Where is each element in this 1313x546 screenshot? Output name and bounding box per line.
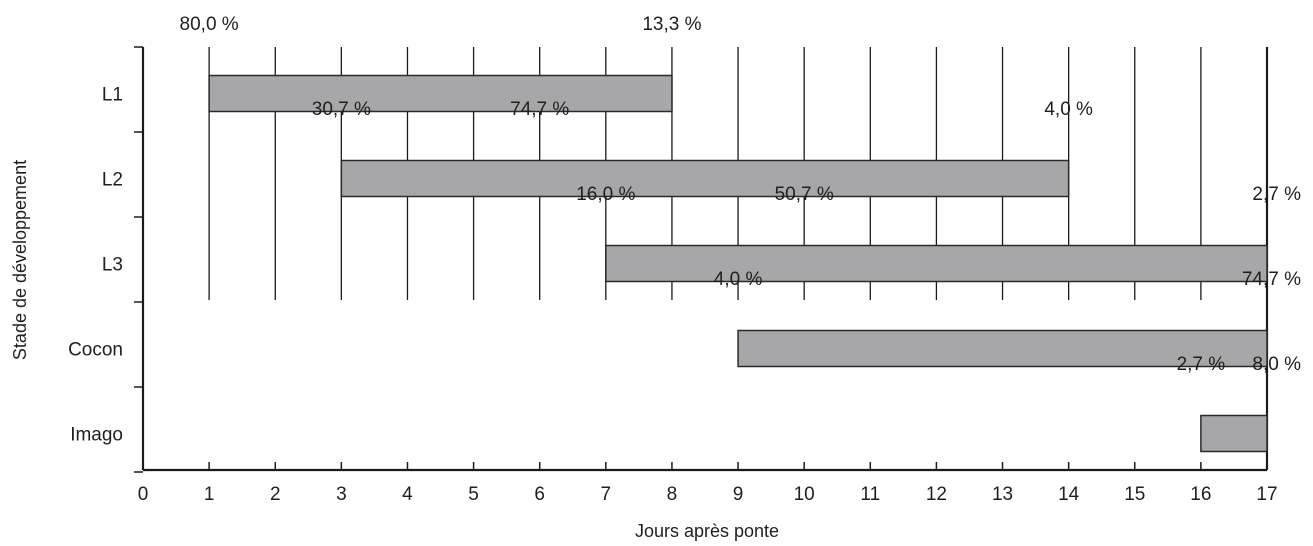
x-tick-label-0: 0 bbox=[138, 484, 149, 505]
annotation-cocon-8: 4,0 % bbox=[714, 269, 763, 290]
x-tick-label-8: 8 bbox=[667, 484, 678, 505]
annotation-l1-0: 80,0 % bbox=[180, 14, 239, 35]
x-tick-label-11: 11 bbox=[860, 484, 880, 505]
bar-l1 bbox=[208, 74, 673, 113]
annotation-imago-10: 2,7 % bbox=[1177, 354, 1226, 375]
annotation-l3-7: 2,7 % bbox=[1252, 184, 1301, 205]
annotation-l2-4: 4,0 % bbox=[1044, 99, 1093, 120]
bars bbox=[208, 74, 1268, 453]
x-tick-label-3: 3 bbox=[336, 484, 347, 505]
x-tick-label-2: 2 bbox=[270, 484, 281, 505]
x-tick-label-7: 7 bbox=[601, 484, 612, 505]
x-tick-label-15: 15 bbox=[1124, 484, 1145, 505]
x-tick-label-17: 17 bbox=[1256, 484, 1277, 505]
bar-cocon bbox=[737, 329, 1268, 368]
bar-l2 bbox=[340, 159, 1070, 198]
x-axis-title: Jours après ponte bbox=[635, 521, 779, 541]
annotation-l2-2: 30,7 % bbox=[312, 99, 371, 120]
annotation-imago-11: 8,0 % bbox=[1252, 354, 1301, 375]
x-tick-label-14: 14 bbox=[1058, 484, 1080, 505]
bar-imago bbox=[1200, 414, 1268, 453]
category-label-l3: L3 bbox=[102, 255, 123, 276]
labels: 0 1 2 3 4 5 6 7 8 9 10 11 12 13 14 15 16 17L1L2L3CoconIma… bbox=[68, 14, 1301, 505]
category-label-l1: L1 bbox=[102, 85, 123, 106]
annotation-l2-3: 74,7 % bbox=[510, 99, 569, 120]
x-tick-label-16: 16 bbox=[1190, 484, 1211, 505]
annotation-l3-6: 50,7 % bbox=[775, 184, 834, 205]
x-tick-label-6: 6 bbox=[534, 484, 545, 505]
x-tick-label-13: 13 bbox=[992, 484, 1013, 505]
y-axis-title: Stade de développement bbox=[10, 160, 30, 360]
category-label-l2: L2 bbox=[102, 170, 123, 191]
annotation-l3-5: 16,0 % bbox=[576, 184, 635, 205]
category-label-imago: Imago bbox=[70, 425, 123, 446]
x-tick-label-10: 10 bbox=[794, 484, 815, 505]
category-label-cocon: Cocon bbox=[68, 340, 123, 361]
x-tick-label-5: 5 bbox=[468, 484, 479, 505]
annotation-l1-1: 13,3 % bbox=[642, 14, 701, 35]
x-tick-label-4: 4 bbox=[402, 484, 413, 505]
bar-l3 bbox=[605, 244, 1268, 283]
annotation-cocon-9: 74,7 % bbox=[1242, 269, 1301, 290]
x-tick-label-12: 12 bbox=[926, 484, 947, 505]
x-tick-label-9: 9 bbox=[733, 484, 744, 505]
x-tick-label-1: 1 bbox=[204, 484, 215, 505]
